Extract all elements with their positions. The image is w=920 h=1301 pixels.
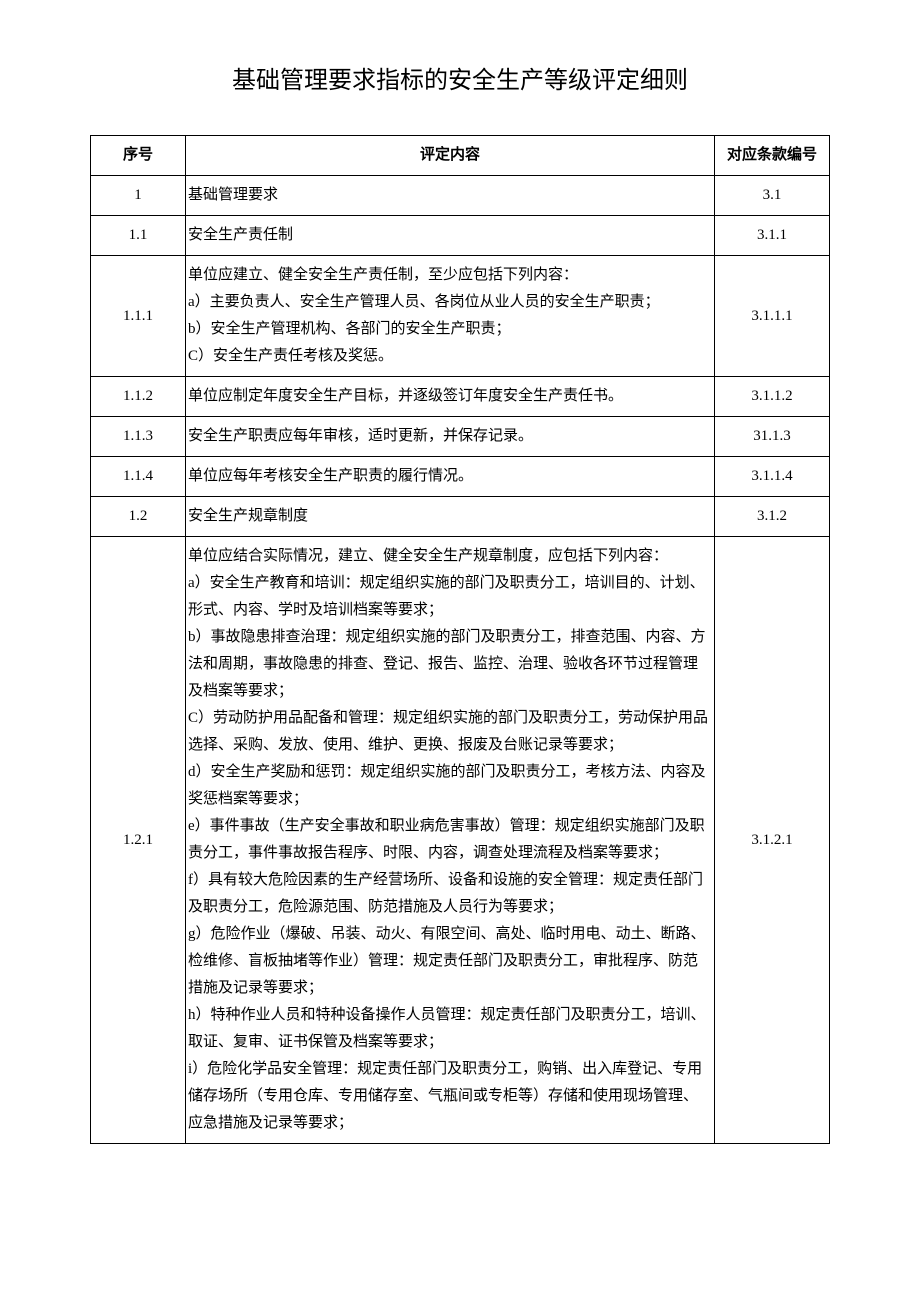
cell-content: 单位应每年考核安全生产职责的履行情况。 <box>186 457 715 497</box>
table-header-row: 序号 评定内容 对应条款编号 <box>91 136 830 176</box>
table-body: 1 基础管理要求 3.1 1.1 安全生产责任制 3.1.1 1.1.1 单位应… <box>91 176 830 1144</box>
cell-seq: 1.1.3 <box>91 417 186 457</box>
cell-content: 安全生产责任制 <box>186 216 715 256</box>
table-row: 1.1 安全生产责任制 3.1.1 <box>91 216 830 256</box>
cell-content: 基础管理要求 <box>186 176 715 216</box>
cell-content: 单位应结合实际情况，建立、健全安全生产规章制度，应包括下列内容： a）安全生产教… <box>186 537 715 1144</box>
cell-ref: 3.1.1.1 <box>715 256 830 377</box>
cell-ref: 3.1.1 <box>715 216 830 256</box>
cell-seq: 1.2 <box>91 497 186 537</box>
table-row: 1 基础管理要求 3.1 <box>91 176 830 216</box>
table-row: 1.1.2 单位应制定年度安全生产目标，并逐级签订年度安全生产责任书。 3.1.… <box>91 377 830 417</box>
table-row: 1.2 安全生产规章制度 3.1.2 <box>91 497 830 537</box>
rules-table: 序号 评定内容 对应条款编号 1 基础管理要求 3.1 1.1 安全生产责任制 … <box>90 135 830 1144</box>
cell-content: 单位应建立、健全安全生产责任制，至少应包括下列内容： a）主要负责人、安全生产管… <box>186 256 715 377</box>
header-seq: 序号 <box>91 136 186 176</box>
cell-seq: 1.1.2 <box>91 377 186 417</box>
cell-ref: 31.1.3 <box>715 417 830 457</box>
table-row: 1.2.1 单位应结合实际情况，建立、健全安全生产规章制度，应包括下列内容： a… <box>91 537 830 1144</box>
cell-seq: 1.1.4 <box>91 457 186 497</box>
document-title: 基础管理要求指标的安全生产等级评定细则 <box>90 60 830 95</box>
cell-ref: 3.1.2 <box>715 497 830 537</box>
cell-ref: 3.1.1.2 <box>715 377 830 417</box>
cell-seq: 1.2.1 <box>91 537 186 1144</box>
cell-content: 安全生产规章制度 <box>186 497 715 537</box>
cell-seq: 1 <box>91 176 186 216</box>
header-content: 评定内容 <box>186 136 715 176</box>
cell-seq: 1.1 <box>91 216 186 256</box>
table-row: 1.1.4 单位应每年考核安全生产职责的履行情况。 3.1.1.4 <box>91 457 830 497</box>
cell-content: 安全生产职责应每年审核，适时更新，并保存记录。 <box>186 417 715 457</box>
document-page: 基础管理要求指标的安全生产等级评定细则 序号 评定内容 对应条款编号 1 基础管… <box>0 0 920 1184</box>
header-ref: 对应条款编号 <box>715 136 830 176</box>
cell-seq: 1.1.1 <box>91 256 186 377</box>
cell-content: 单位应制定年度安全生产目标，并逐级签订年度安全生产责任书。 <box>186 377 715 417</box>
table-row: 1.1.3 安全生产职责应每年审核，适时更新，并保存记录。 31.1.3 <box>91 417 830 457</box>
cell-ref: 3.1 <box>715 176 830 216</box>
cell-ref: 3.1.2.1 <box>715 537 830 1144</box>
cell-ref: 3.1.1.4 <box>715 457 830 497</box>
table-row: 1.1.1 单位应建立、健全安全生产责任制，至少应包括下列内容： a）主要负责人… <box>91 256 830 377</box>
